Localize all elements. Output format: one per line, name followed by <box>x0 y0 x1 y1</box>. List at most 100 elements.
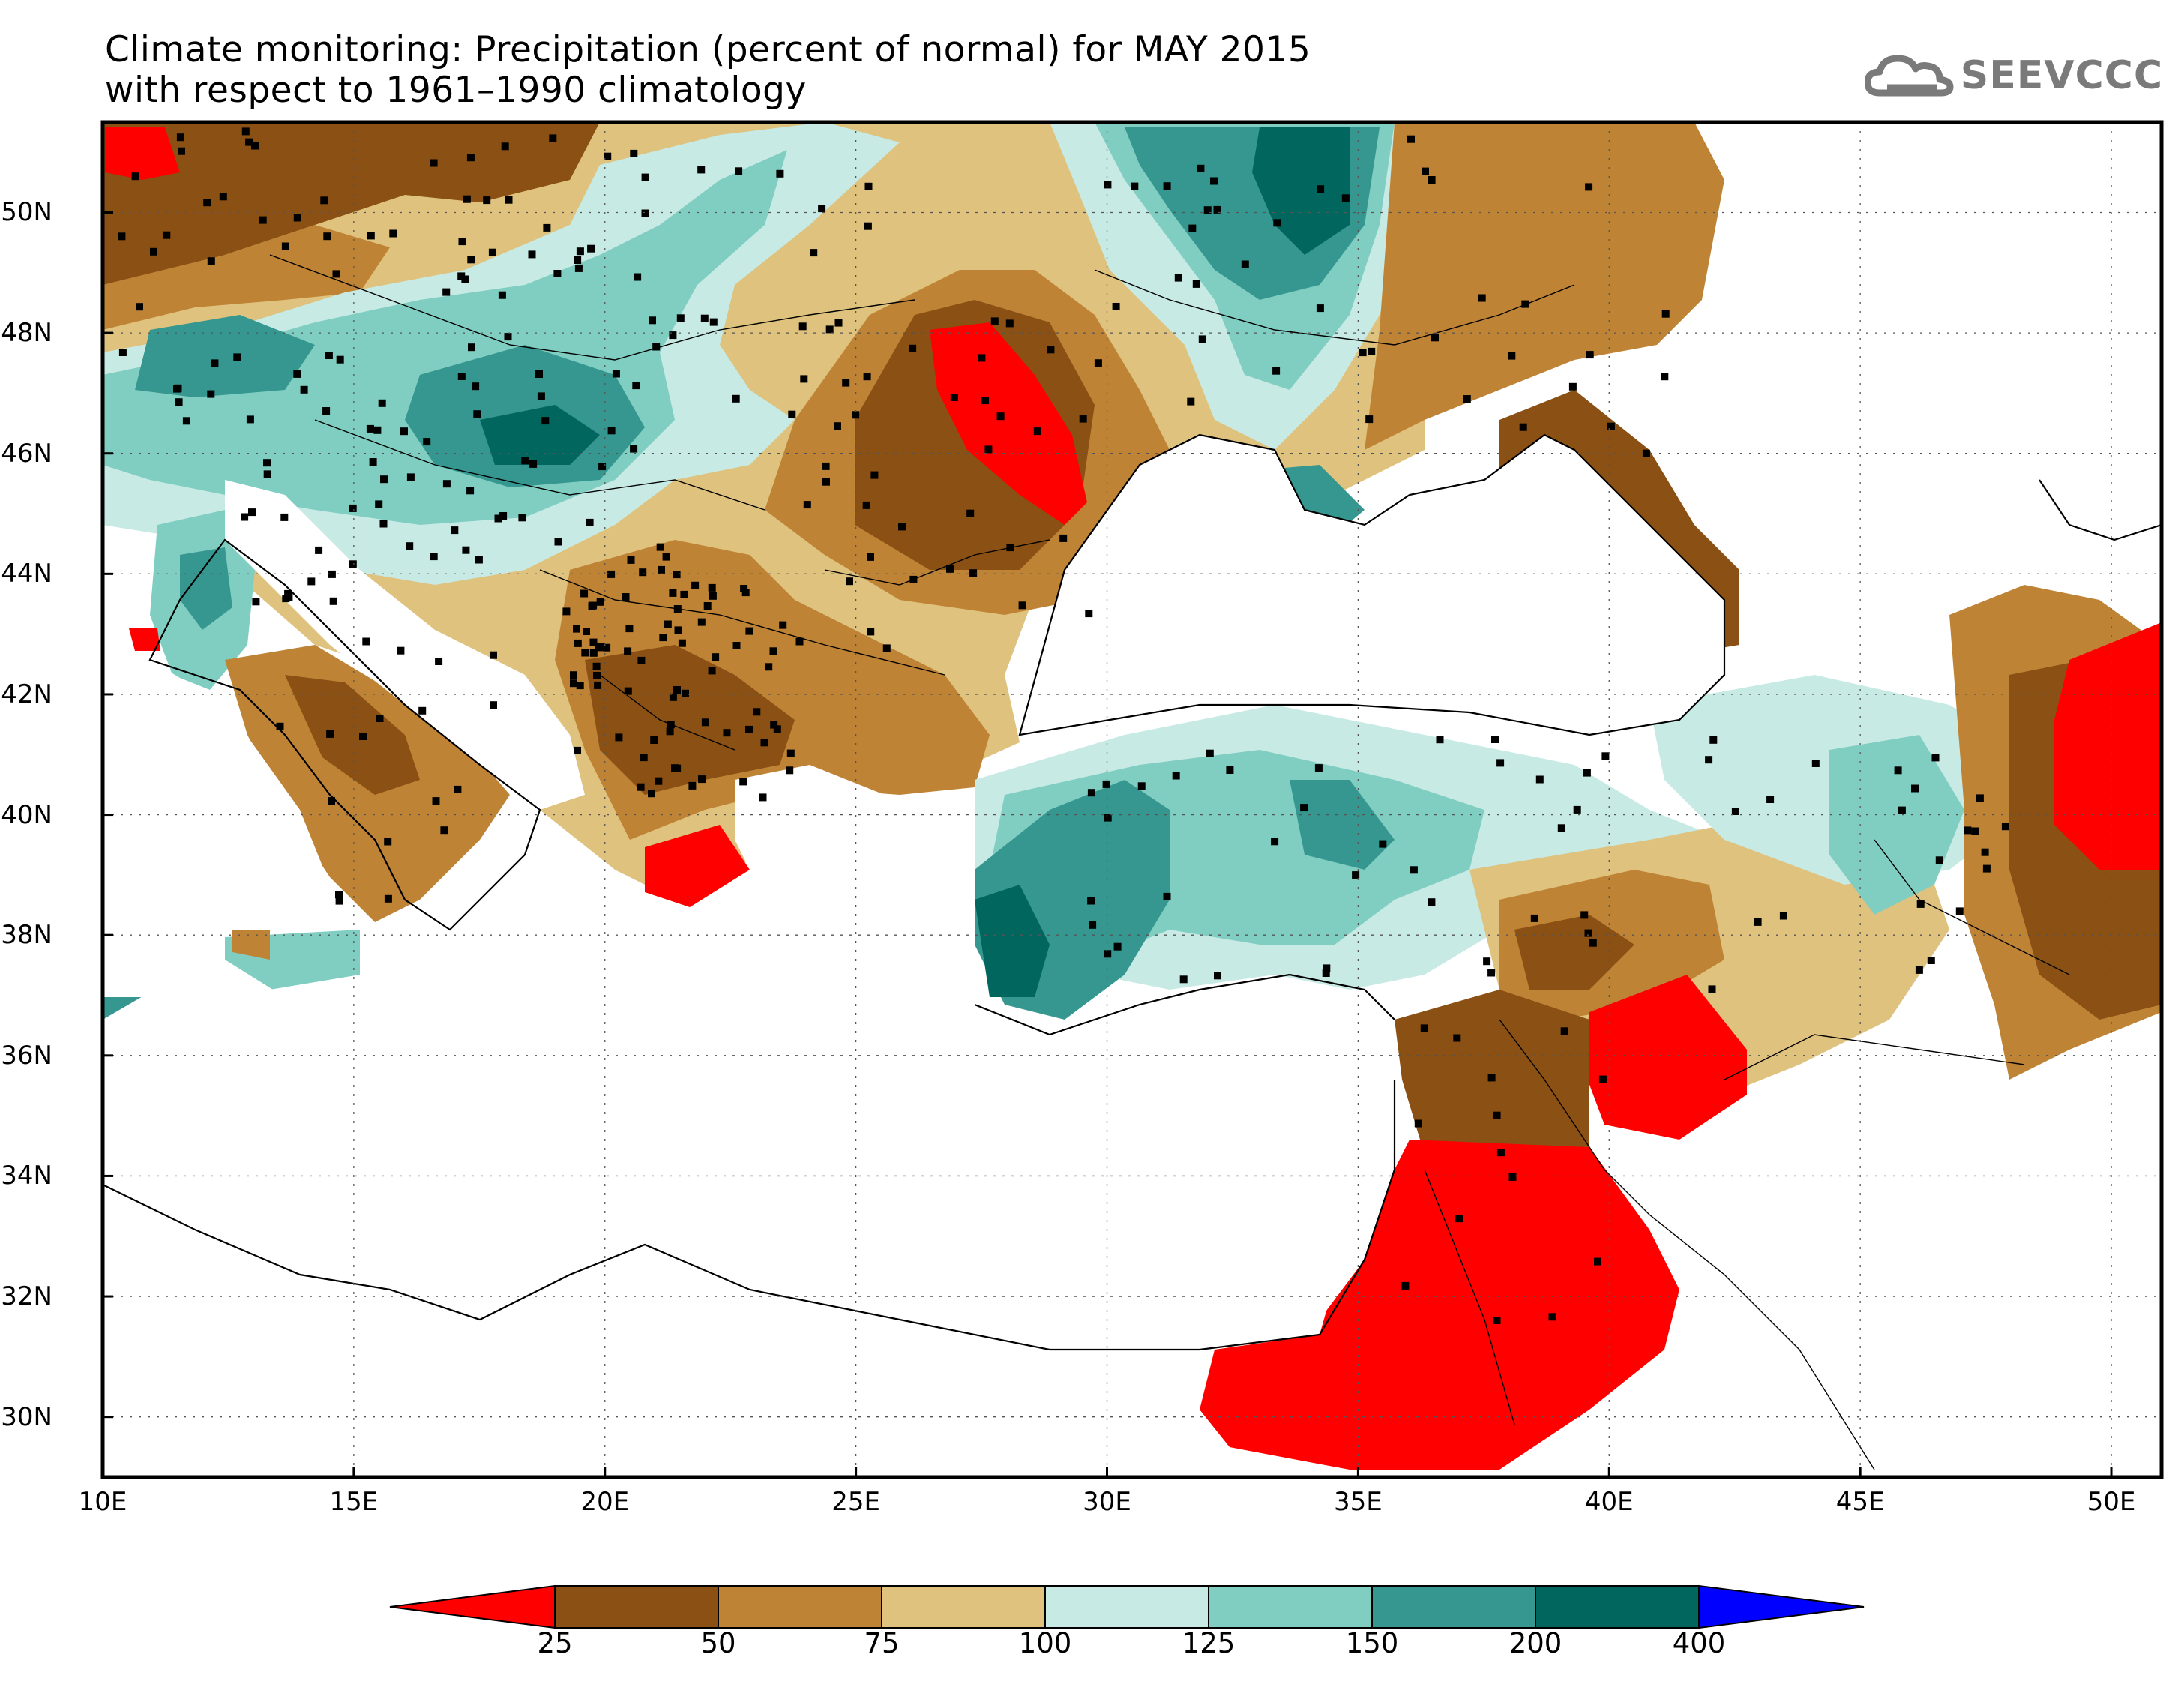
station-marker <box>535 370 543 378</box>
seevccc-logo: SEEVCCC <box>1864 49 2163 102</box>
station-marker <box>1131 182 1139 190</box>
station-marker <box>176 133 184 142</box>
station-marker <box>380 475 388 484</box>
station-marker <box>280 513 289 521</box>
station-marker <box>1018 601 1026 610</box>
station-marker <box>406 473 415 481</box>
station-marker <box>589 638 598 646</box>
station-marker <box>251 142 259 150</box>
station-marker <box>740 585 748 592</box>
station-marker <box>1163 892 1171 900</box>
coast-north-africa <box>103 1080 1396 1351</box>
station-marker <box>1192 280 1200 288</box>
station-marker <box>625 625 634 633</box>
station-marker <box>676 314 685 322</box>
station-marker <box>996 412 1005 421</box>
station-marker <box>769 647 777 655</box>
station-marker <box>163 231 171 239</box>
station-marker <box>1935 856 1943 864</box>
station-marker <box>1323 964 1331 972</box>
station-marker <box>1316 304 1324 313</box>
station-marker <box>323 232 331 241</box>
station-marker <box>669 693 677 701</box>
station-marker <box>674 626 682 634</box>
station-marker <box>554 538 562 546</box>
shade-25-50-etr <box>1514 915 1634 990</box>
station-marker <box>984 445 993 454</box>
station-marker <box>1094 359 1102 367</box>
lat-tick-label: 40N <box>1 799 52 830</box>
station-marker <box>2001 823 2009 831</box>
precipitation-shading <box>103 122 2162 1477</box>
station-marker <box>673 571 681 579</box>
shade-lt25-ro <box>930 322 1087 525</box>
station-marker <box>1496 1149 1505 1157</box>
station-marker <box>627 556 635 564</box>
station-marker <box>634 273 642 281</box>
shade-lt25-east <box>2054 622 2162 870</box>
station-marker <box>373 426 382 434</box>
shade-125-150-cauc <box>1829 735 1964 915</box>
station-marker <box>842 379 850 387</box>
station-marker <box>423 438 431 446</box>
station-marker <box>745 627 753 635</box>
station-marker <box>1568 382 1577 391</box>
station-marker <box>1705 756 1713 764</box>
station-marker <box>376 715 384 722</box>
station-marker <box>698 775 706 784</box>
station-marker <box>786 766 794 775</box>
map-title-line1: Climate monitoring: Precipitation (perce… <box>105 29 1311 70</box>
station-marker <box>529 460 538 468</box>
station-marker <box>587 244 595 253</box>
station-marker <box>1059 534 1068 542</box>
cloud-icon <box>1864 55 1954 97</box>
station-marker <box>1272 367 1281 375</box>
station-marker <box>359 733 367 740</box>
station-marker <box>732 394 740 403</box>
lon-tick-label: 15E <box>329 1487 379 1517</box>
station-marker <box>1414 1119 1422 1128</box>
station-marker <box>1198 335 1206 343</box>
station-marker <box>1179 975 1188 984</box>
colorbar-tick-label: 75 <box>864 1627 900 1659</box>
station-marker <box>632 382 640 390</box>
station-marker <box>293 214 301 222</box>
station-marker <box>898 523 906 531</box>
station-marker <box>673 686 681 694</box>
station-marker <box>543 223 551 232</box>
station-marker <box>1594 1257 1601 1266</box>
station-marker <box>1273 219 1281 227</box>
station-marker <box>1428 176 1436 184</box>
station-marker <box>1981 848 1989 856</box>
station-marker <box>1915 966 1923 974</box>
station-marker <box>499 512 508 520</box>
station-marker <box>454 785 462 793</box>
shade-150-200-tr <box>975 780 1395 1020</box>
station-marker <box>753 708 761 716</box>
station-marker <box>375 500 383 508</box>
station-marker <box>1493 1317 1501 1324</box>
station-marker <box>332 270 340 278</box>
station-marker <box>1079 415 1087 423</box>
station-marker <box>1379 840 1387 848</box>
station-marker <box>574 639 582 647</box>
station-marker <box>466 487 475 495</box>
station-marker <box>473 410 481 418</box>
station-marker <box>233 353 241 361</box>
shade-50-75-nw <box>103 225 390 330</box>
station-marker <box>909 344 917 352</box>
station-marker <box>637 783 645 791</box>
station-marker <box>732 642 741 649</box>
station-marker <box>203 199 211 207</box>
station-marker <box>1708 985 1716 993</box>
station-marker <box>475 556 483 564</box>
station-marker <box>1463 395 1471 403</box>
colorbar-swatch <box>1371 1585 1536 1629</box>
station-marker <box>834 422 841 430</box>
station-marker <box>263 459 271 467</box>
station-marker <box>589 649 598 657</box>
station-marker <box>466 154 475 162</box>
station-marker <box>467 256 475 264</box>
station-marker <box>461 275 469 283</box>
station-marker <box>678 639 686 647</box>
